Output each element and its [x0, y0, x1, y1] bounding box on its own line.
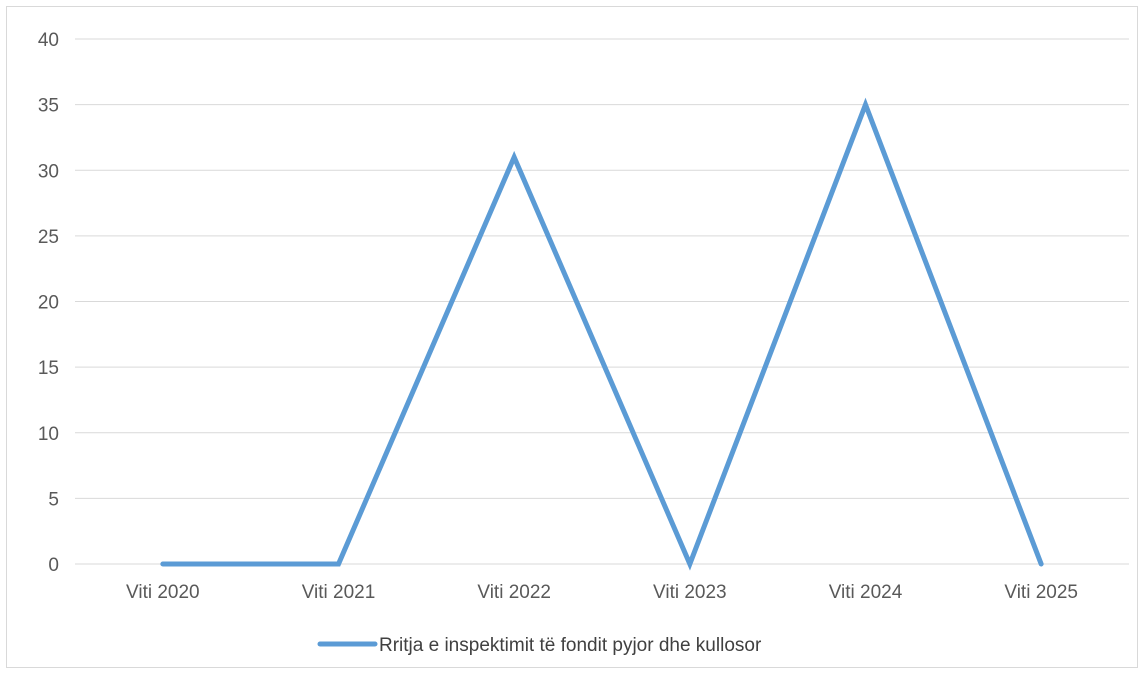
x-tick-label: Viti 2022: [477, 582, 551, 603]
y-tick-label: 20: [38, 293, 59, 314]
x-tick-label: Viti 2021: [302, 582, 376, 603]
legend-label: Rritja e inspektimit të fondit pyjor dhe…: [379, 635, 762, 656]
series-line-0: [160, 97, 1044, 571]
y-tick-label: 35: [38, 96, 59, 117]
y-tick-label: 40: [38, 30, 59, 51]
x-tick-label: Viti 2024: [829, 582, 903, 603]
y-tick-label: 10: [38, 424, 59, 445]
y-axis-tick-labels: 0 5 10 15 20 25 30 35 40: [38, 30, 59, 576]
y-tick-label: 30: [38, 161, 59, 182]
y-tick-label: 25: [38, 227, 59, 248]
x-tick-label: Viti 2023: [653, 582, 727, 603]
x-tick-label: Viti 2020: [126, 582, 200, 603]
y-tick-label: 0: [48, 555, 59, 576]
chart-frame: 0 5 10 15 20 25 30 35 40 Viti 2020 Viti 2021 Viti …: [6, 6, 1138, 668]
y-tick-label: 5: [48, 489, 59, 510]
x-axis-tick-labels: Viti 2020 Viti 2021 Viti 2022 Viti 2023 Viti…: [126, 582, 1078, 603]
x-tick-label: Viti 2025: [1004, 582, 1078, 603]
y-tick-label: 15: [38, 358, 59, 379]
legend: Rritja e inspektimit të fondit pyjor dhe…: [317, 635, 762, 656]
series-lines: [160, 97, 1044, 571]
gridlines: [75, 38, 1129, 565]
